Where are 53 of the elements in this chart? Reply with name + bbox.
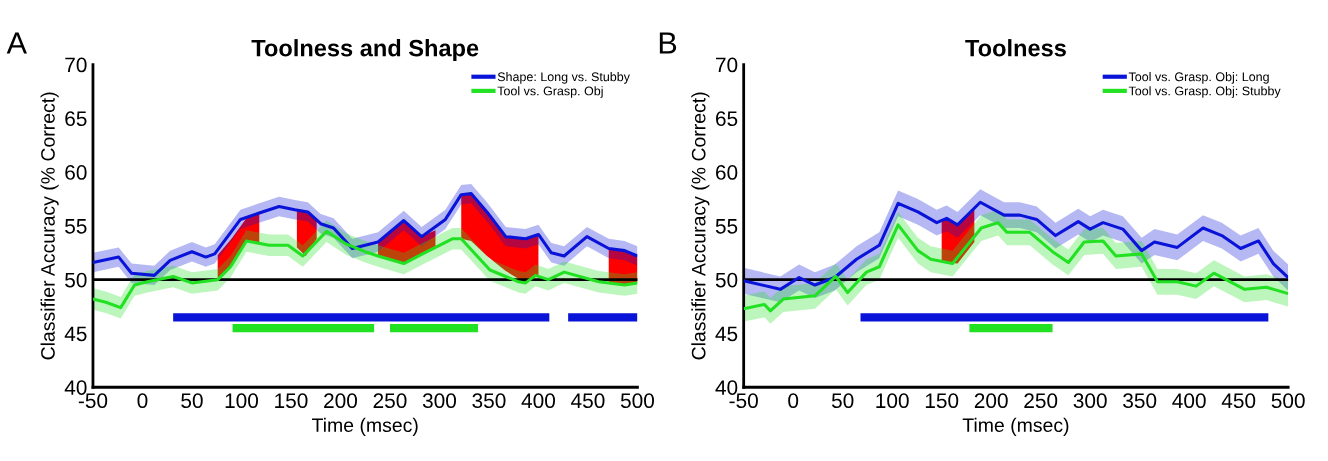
y-axis-title: Classifier Accuracy (% Correct) — [691, 92, 710, 360]
x-tick-label: 350 — [1123, 393, 1157, 409]
x-tick-label: 100 — [876, 393, 909, 409]
legend-label: Shape: Long vs. Stubby — [497, 72, 630, 84]
line-series — [92, 229, 638, 310]
text: A — [6, 32, 27, 54]
x-tick-label: 200 — [324, 393, 358, 409]
x-tick-label: 0 — [788, 393, 799, 409]
x-tick-label: 500 — [1271, 393, 1305, 409]
x-tick-label: -50 — [729, 393, 758, 409]
x-tick-label: 500 — [620, 393, 655, 409]
x-tick-label: 300 — [1073, 393, 1107, 409]
line-series — [743, 221, 1289, 313]
text: B — [659, 32, 677, 54]
x-axis-title: Time (msec) — [312, 417, 418, 436]
chart-title: Toolness and Shape — [251, 39, 479, 62]
legend-label: Tool vs. Grasp. Obj: Long — [1128, 72, 1269, 84]
y-tick-label: 70 — [65, 57, 87, 73]
line-series — [743, 200, 1289, 291]
y-axis-title: Classifier Accuracy (% Correct) — [40, 92, 59, 360]
x-axis-title: Time (msec) — [962, 417, 1069, 436]
y-tick-label: 40 — [64, 380, 87, 395]
x-tick-label: 450 — [1221, 393, 1256, 409]
legend-label: Tool vs. Grasp. Obj — [497, 86, 603, 98]
x-tick-label: 250 — [1024, 393, 1058, 409]
x-tick-label: -50 — [78, 393, 108, 409]
x-tick-label: 350 — [472, 393, 506, 409]
x-tick-label: 200 — [974, 393, 1008, 409]
chart-title: Toolness — [965, 39, 1066, 57]
x-tick-label: 150 — [925, 393, 959, 409]
y-tick-label: 70 — [716, 57, 738, 73]
legend-label: Tool vs. Grasp. Obj: Stubby — [1128, 86, 1281, 98]
y-tick-label: 45 — [64, 326, 87, 342]
x-tick-label: 400 — [521, 393, 556, 409]
x-tick-label: 450 — [571, 393, 605, 409]
x-tick-label: 150 — [275, 393, 308, 409]
y-tick-label: 55 — [715, 219, 738, 234]
y-tick-label: 60 — [65, 165, 87, 180]
x-tick-label: 50 — [831, 393, 854, 409]
x-tick-label: 400 — [1172, 393, 1206, 409]
y-tick-label: 65 — [716, 111, 738, 127]
y-tick-label: 50 — [715, 272, 738, 288]
y-tick-label: 55 — [65, 219, 87, 234]
y-tick-label: 65 — [65, 111, 87, 127]
x-tick-label: 50 — [181, 393, 203, 409]
x-tick-label: 250 — [373, 393, 407, 409]
y-tick-label: 50 — [65, 272, 87, 288]
x-tick-label: 100 — [225, 393, 259, 409]
y-tick-label: 40 — [715, 380, 738, 395]
x-tick-label: 300 — [422, 393, 457, 409]
y-tick-label: 45 — [715, 326, 738, 342]
y-tick-label: 60 — [716, 165, 738, 180]
x-tick-label: 0 — [137, 393, 148, 409]
